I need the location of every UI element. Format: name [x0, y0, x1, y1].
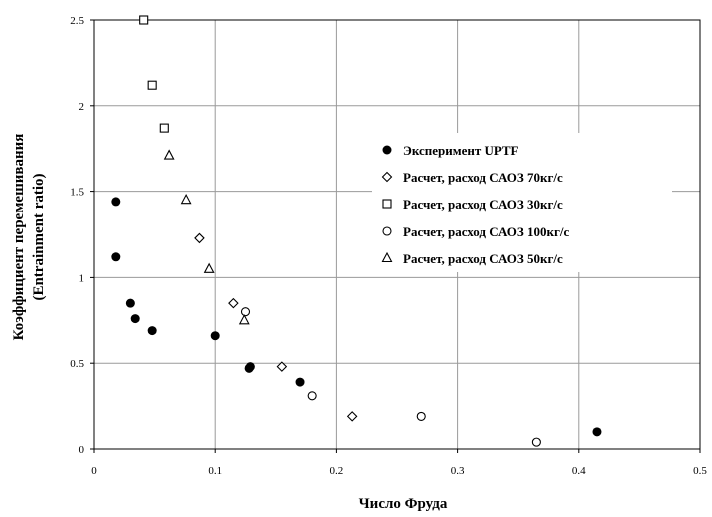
data-point-series-5	[163, 149, 175, 160]
data-point-series-2	[194, 232, 205, 244]
legend-box	[372, 133, 672, 272]
legend-marker-series-2	[381, 171, 393, 183]
y-axis-ticks: 0 0.5 1 1.5 2 2.5	[70, 15, 94, 456]
x-axis-ticks: 0 0.1 0.2 0.3 0.4 0.5	[91, 449, 707, 477]
data-point-series-1	[592, 427, 602, 437]
x-tick-label: 0.5	[693, 465, 707, 477]
y-tick-label: 2	[79, 101, 85, 113]
data-point-series-1	[130, 314, 140, 324]
data-point-series-1	[210, 331, 220, 341]
data-point-series-1	[111, 252, 121, 262]
data-point-series-1	[295, 377, 305, 387]
x-tick-label: 0.4	[572, 465, 586, 477]
data-point-series-4	[307, 391, 317, 401]
data-point-series-4	[416, 411, 426, 421]
x-tick-label: 0	[91, 465, 97, 477]
legend-label-series-5: Расчет, расход САОЗ 50кг/с	[403, 251, 563, 266]
legend-label-series-2: Расчет, расход САОЗ 70кг/с	[403, 170, 563, 185]
y-tick-label: 0	[79, 444, 85, 456]
data-point-series-2	[346, 411, 358, 422]
data-point-series-3	[159, 123, 169, 133]
x-tick-label: 0.2	[330, 465, 344, 477]
y-axis-label-line1: Коэффициент перемешивания	[11, 134, 27, 341]
data-point-series-5	[203, 262, 215, 273]
legend-label-series-1: Эксперимент UPTF	[403, 143, 518, 158]
legend-label-series-3: Расчет, расход САОЗ 30кг/с	[403, 197, 563, 212]
data-point-series-5	[180, 194, 192, 205]
data-point-series-2	[228, 297, 239, 309]
legend: Эксперимент UPTF Расчет, расход САОЗ 70кг…	[372, 133, 672, 272]
y-tick-label: 0.5	[70, 358, 84, 370]
x-tick-label: 0.1	[208, 465, 222, 477]
data-point-series-2	[276, 361, 288, 372]
y-tick-label: 1.5	[70, 187, 84, 199]
data-points	[111, 15, 602, 447]
legend-label-series-4: Расчет, расход САОЗ 100кг/с	[403, 224, 569, 239]
plot-area	[93, 19, 701, 450]
data-point-series-1	[125, 298, 135, 308]
x-tick-label: 0.3	[451, 465, 465, 477]
data-point-series-4	[531, 437, 541, 447]
legend-marker-series-3	[382, 199, 392, 209]
data-point-series-3	[139, 15, 149, 25]
data-point-series-1	[111, 197, 121, 207]
legend-marker-series-5	[381, 251, 393, 263]
y-tick-label: 2.5	[70, 15, 84, 27]
data-point-series-1	[147, 326, 157, 336]
data-point-series-4	[240, 307, 251, 317]
data-point-series-3	[147, 80, 157, 90]
legend-marker-series-1	[382, 145, 392, 155]
y-tick-label: 1	[79, 272, 85, 284]
legend-marker-series-4	[382, 226, 392, 236]
data-point-series-5	[238, 314, 250, 325]
y-axis-label-line2: (Entrainment ratio)	[31, 173, 47, 300]
x-axis-label: Число Фруда	[359, 496, 448, 512]
data-point-series-1	[245, 362, 255, 372]
